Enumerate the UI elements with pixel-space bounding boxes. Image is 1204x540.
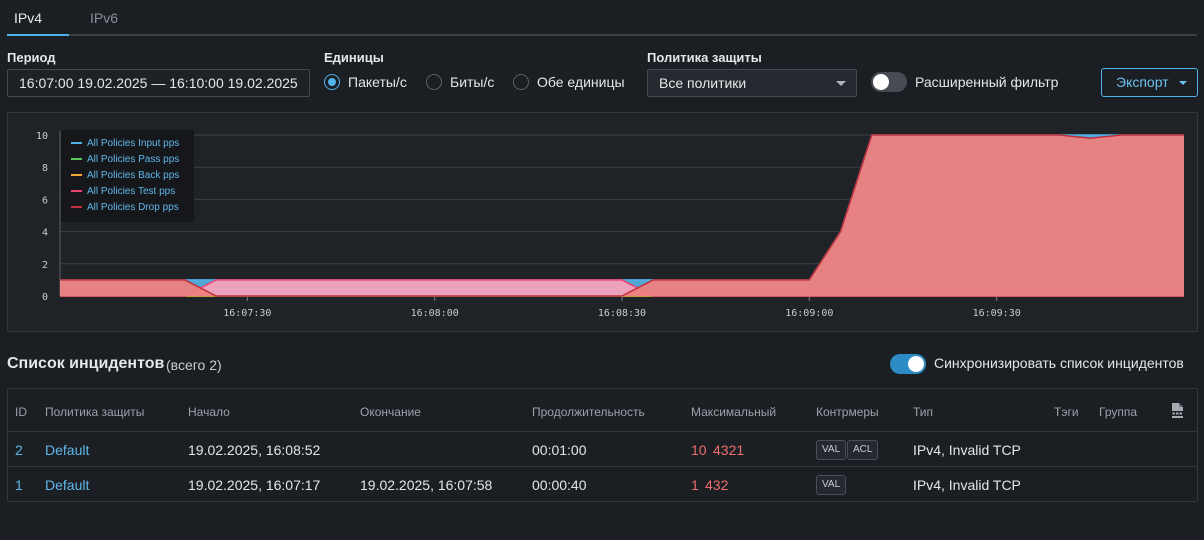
chart-legend: All Policies Input pps All Policies Pass … [61,130,194,222]
legend-item[interactable]: All Policies Back pps [61,167,194,183]
legend-item[interactable]: All Policies Test pps [61,183,194,199]
col-tags[interactable]: Тэги [1054,405,1079,419]
series-area [60,279,1184,296]
incident-start: 19.02.2025, 16:08:52 [188,442,321,458]
legend-swatch [71,142,82,144]
col-countermeasures[interactable]: Контрмеры [816,405,879,419]
legend-swatch [71,206,82,208]
period-label: Период [7,50,56,65]
chart-canvas: 0 2 4 6 8 10 16:07:30 16:08:00 16:08:30 16:09:00 1… [36,131,1184,319]
policy-select[interactable]: Все политики [647,69,857,97]
period-input[interactable]: 16:07:00 19.02.2025 — 16:10:00 19.02.202… [7,69,310,97]
legend-swatch [71,174,82,176]
incident-max-value: 1 [691,477,699,493]
countermeasure-badge: VAL [816,440,847,460]
incident-max-secondary: 4321 [713,442,745,458]
legend-item[interactable]: All Policies Input pps [61,135,194,151]
toggle-knob [873,74,889,90]
caret-down-icon [1179,81,1187,85]
incident-policy[interactable]: Default [45,477,90,493]
col-type[interactable]: Тип [913,405,934,419]
radio-packets-label[interactable]: Пакеты/с [348,74,407,90]
y-tick-label: 8 [42,163,48,174]
policy-label: Политика защиты [647,50,762,65]
radio-packets[interactable] [324,74,340,90]
incident-start: 19.02.2025, 16:07:17 [188,477,321,493]
y-tick-label: 6 [42,195,48,206]
table-row[interactable]: 2 Default 19.02.2025, 16:08:52 00:01:00 … [8,431,1197,466]
radio-both[interactable] [513,74,529,90]
sync-incidents-label[interactable]: Синхронизировать список инцидентов [934,355,1184,371]
x-tick-label: 16:09:30 [973,308,1021,319]
countermeasure-badge: VAL [816,475,847,495]
radio-both-label[interactable]: Обе единицы [537,74,625,90]
toggle-knob [908,356,924,372]
legend-label: All Policies Input pps [87,137,180,149]
legend-item[interactable]: All Policies Drop pps [61,199,194,215]
radio-bits[interactable] [426,74,442,90]
units-label: Единицы [324,50,384,65]
col-policy[interactable]: Политика защиты [45,405,145,419]
protocol-tabs: IPv4 IPv6 [7,0,1197,36]
legend-label: All Policies Back pps [87,169,180,181]
col-end[interactable]: Окончание [360,405,421,419]
table-row[interactable]: 1 Default 19.02.2025, 16:07:17 19.02.202… [8,466,1197,501]
series-line [60,134,1184,297]
x-tick-label: 16:09:00 [785,308,833,319]
incident-type: IPv4, Invalid TCP [913,477,1021,493]
incident-id[interactable]: 2 [15,442,23,458]
export-button[interactable]: Экспорт [1101,68,1198,97]
col-start[interactable]: Начало [188,405,230,419]
y-tick-label: 0 [42,292,48,303]
y-tick-label: 10 [36,131,48,142]
csv-export-icon[interactable] [1171,403,1183,418]
advanced-filter-label[interactable]: Расширенный фильтр [915,74,1059,90]
x-tick-label: 16:07:30 [223,308,271,319]
col-group[interactable]: Группа [1099,405,1138,419]
series-area [60,135,1184,296]
tab-ipv4[interactable]: IPv4 [14,10,43,26]
legend-label: All Policies Drop pps [87,201,179,213]
export-button-label: Экспорт [1116,74,1169,90]
radio-bits-label[interactable]: Биты/с [450,74,495,90]
legend-swatch [71,190,82,192]
incident-end: 19.02.2025, 16:07:58 [360,477,493,493]
tab-ipv6[interactable]: IPv6 [90,10,119,26]
policy-select-value: Все политики [659,75,747,91]
incidents-count: (всего 2) [166,357,222,373]
incidents-title: Список инцидентов [7,355,165,372]
countermeasure-badge: ACL [847,440,879,460]
incident-policy[interactable]: Default [45,442,90,458]
col-max[interactable]: Максимальный [691,405,777,419]
legend-label: All Policies Test pps [87,185,176,197]
chevron-down-icon [836,81,846,86]
sync-incidents-toggle[interactable] [890,354,926,374]
col-duration[interactable]: Продолжительность [532,405,645,419]
legend-swatch [71,158,82,160]
legend-label: All Policies Pass pps [87,153,180,165]
x-tick-label: 16:08:00 [411,308,459,319]
legend-item[interactable]: All Policies Pass pps [61,151,194,167]
incidents-table: ID Политика защиты Начало Окончание Прод… [7,388,1198,502]
incident-id[interactable]: 1 [15,477,23,493]
advanced-filter-toggle[interactable] [871,72,907,92]
x-tick-label: 16:08:30 [598,308,646,319]
traffic-chart: 0 2 4 6 8 10 16:07:30 16:08:00 16:08:30 16:09:00 1… [7,112,1198,332]
incident-duration: 00:00:40 [532,477,587,493]
active-tab-indicator [7,34,69,36]
incident-max-secondary: 432 [705,477,729,493]
incident-type: IPv4, Invalid TCP [913,442,1021,458]
y-tick-label: 2 [42,260,48,271]
incident-max-value: 10 [691,442,707,458]
y-tick-label: 4 [42,228,48,239]
incident-duration: 00:01:00 [532,442,587,458]
col-id[interactable]: ID [15,405,27,419]
